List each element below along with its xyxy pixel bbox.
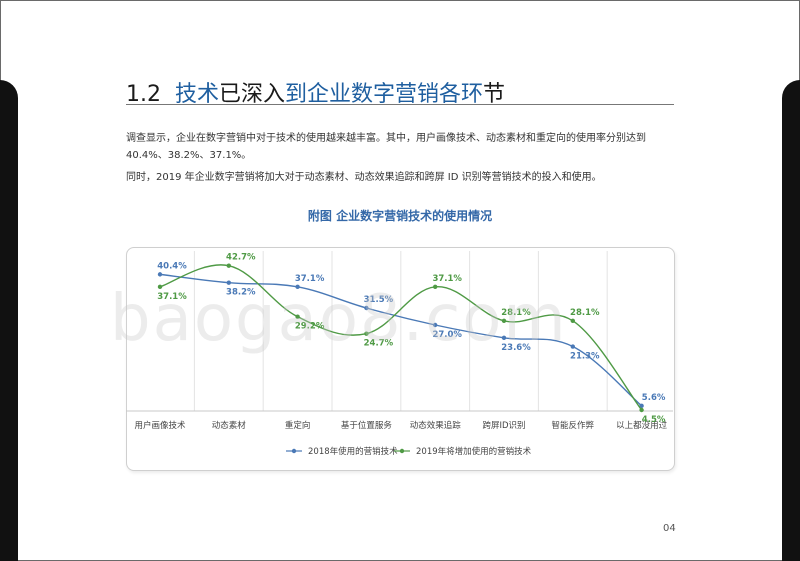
data-label-1: 38.2% (226, 288, 256, 298)
data-label-2: 37.1% (157, 292, 187, 302)
section-heading: 1.2 技术已深入到企业数字营销各环节 (126, 76, 505, 108)
data-point-2 (433, 284, 438, 290)
data-point-1 (157, 272, 163, 277)
data-label-1: 40.4% (157, 261, 187, 271)
data-point-1 (570, 344, 575, 349)
data-point-2 (364, 331, 369, 336)
data-label-2: 28.1% (501, 308, 531, 318)
left-side-bar (0, 80, 18, 561)
title-part-1: 技术 (175, 82, 220, 107)
data-label-2: 42.7% (226, 253, 256, 263)
data-point-1 (295, 284, 300, 290)
data-point-2 (295, 314, 300, 319)
data-point-2 (226, 263, 231, 268)
data-label-1: 27.0% (432, 330, 462, 340)
x-tick-label: 跨屏ID识别 (482, 421, 525, 431)
heading-rule (126, 104, 674, 105)
data-label-2: 37.1% (432, 274, 462, 284)
paragraph-line-2: 40.4%、38.2%、37.1%。 (126, 150, 252, 161)
data-label-2: 29.2% (295, 322, 325, 332)
data-label-2: 4.5% (642, 415, 666, 425)
paragraph-line-1: 调查显示，企业在数字营销中对于技术的使用越来越丰富。其中，用户画像技术、动态素材… (126, 133, 646, 144)
data-label-1: 31.5% (364, 295, 394, 305)
section-number: 1.2 (126, 82, 161, 107)
x-tick-label: 以上都没用过 (616, 420, 668, 431)
data-point-1 (364, 305, 369, 311)
paragraph-line-3: 同时，2019 年企业数字营销将加大对于动态素材、动态效果追踪和跨屏 ID 识别… (126, 172, 602, 183)
x-tick-label: 用户画像技术 (134, 420, 186, 431)
data-point-1 (433, 322, 438, 328)
data-point-2 (157, 284, 163, 290)
data-label-1: 5.6% (642, 393, 666, 403)
data-label-2: 28.1% (570, 308, 600, 318)
data-label-2: 24.7% (364, 339, 394, 349)
x-tick-label: 基于位置服务 (341, 420, 393, 431)
data-point-1 (501, 335, 507, 341)
x-tick-label: 动态效果追踪 (410, 420, 462, 431)
x-tick-label: 动态素材 (212, 420, 247, 431)
title-part-4: 节 (483, 82, 506, 107)
data-point-2 (501, 318, 507, 324)
data-label-1: 23.6% (501, 343, 531, 353)
x-tick-label: 智能反作弊 (552, 420, 595, 431)
page-number: 04 (663, 523, 676, 534)
line-chart: 用户画像技术 动态素材 重定向 基于位置服务 动态效果追踪 跨屏ID识别 智能反作弊 以上都没… (126, 251, 673, 457)
legend-label-2: 2019年将增加使用的营销技术 (416, 446, 532, 457)
title-part-3: 到企业数字营销各环 (285, 82, 484, 107)
x-tick-label: 重定向 (285, 420, 311, 431)
figure-title: 附图 企业数字营销技术的使用情况 (307, 209, 493, 223)
data-point-1 (226, 280, 231, 285)
legend-marker-2 (399, 448, 405, 454)
data-label-1: 21.3% (570, 352, 600, 362)
data-point-2 (639, 407, 644, 413)
title-part-2: 已深入 (219, 82, 286, 107)
data-point-1 (639, 403, 644, 409)
legend-marker-1 (291, 448, 297, 454)
data-label-1: 37.1% (295, 274, 325, 284)
data-point-2 (570, 318, 575, 324)
legend-label-1: 2018年使用的营销技术 (308, 446, 398, 457)
right-side-bar (782, 80, 800, 561)
